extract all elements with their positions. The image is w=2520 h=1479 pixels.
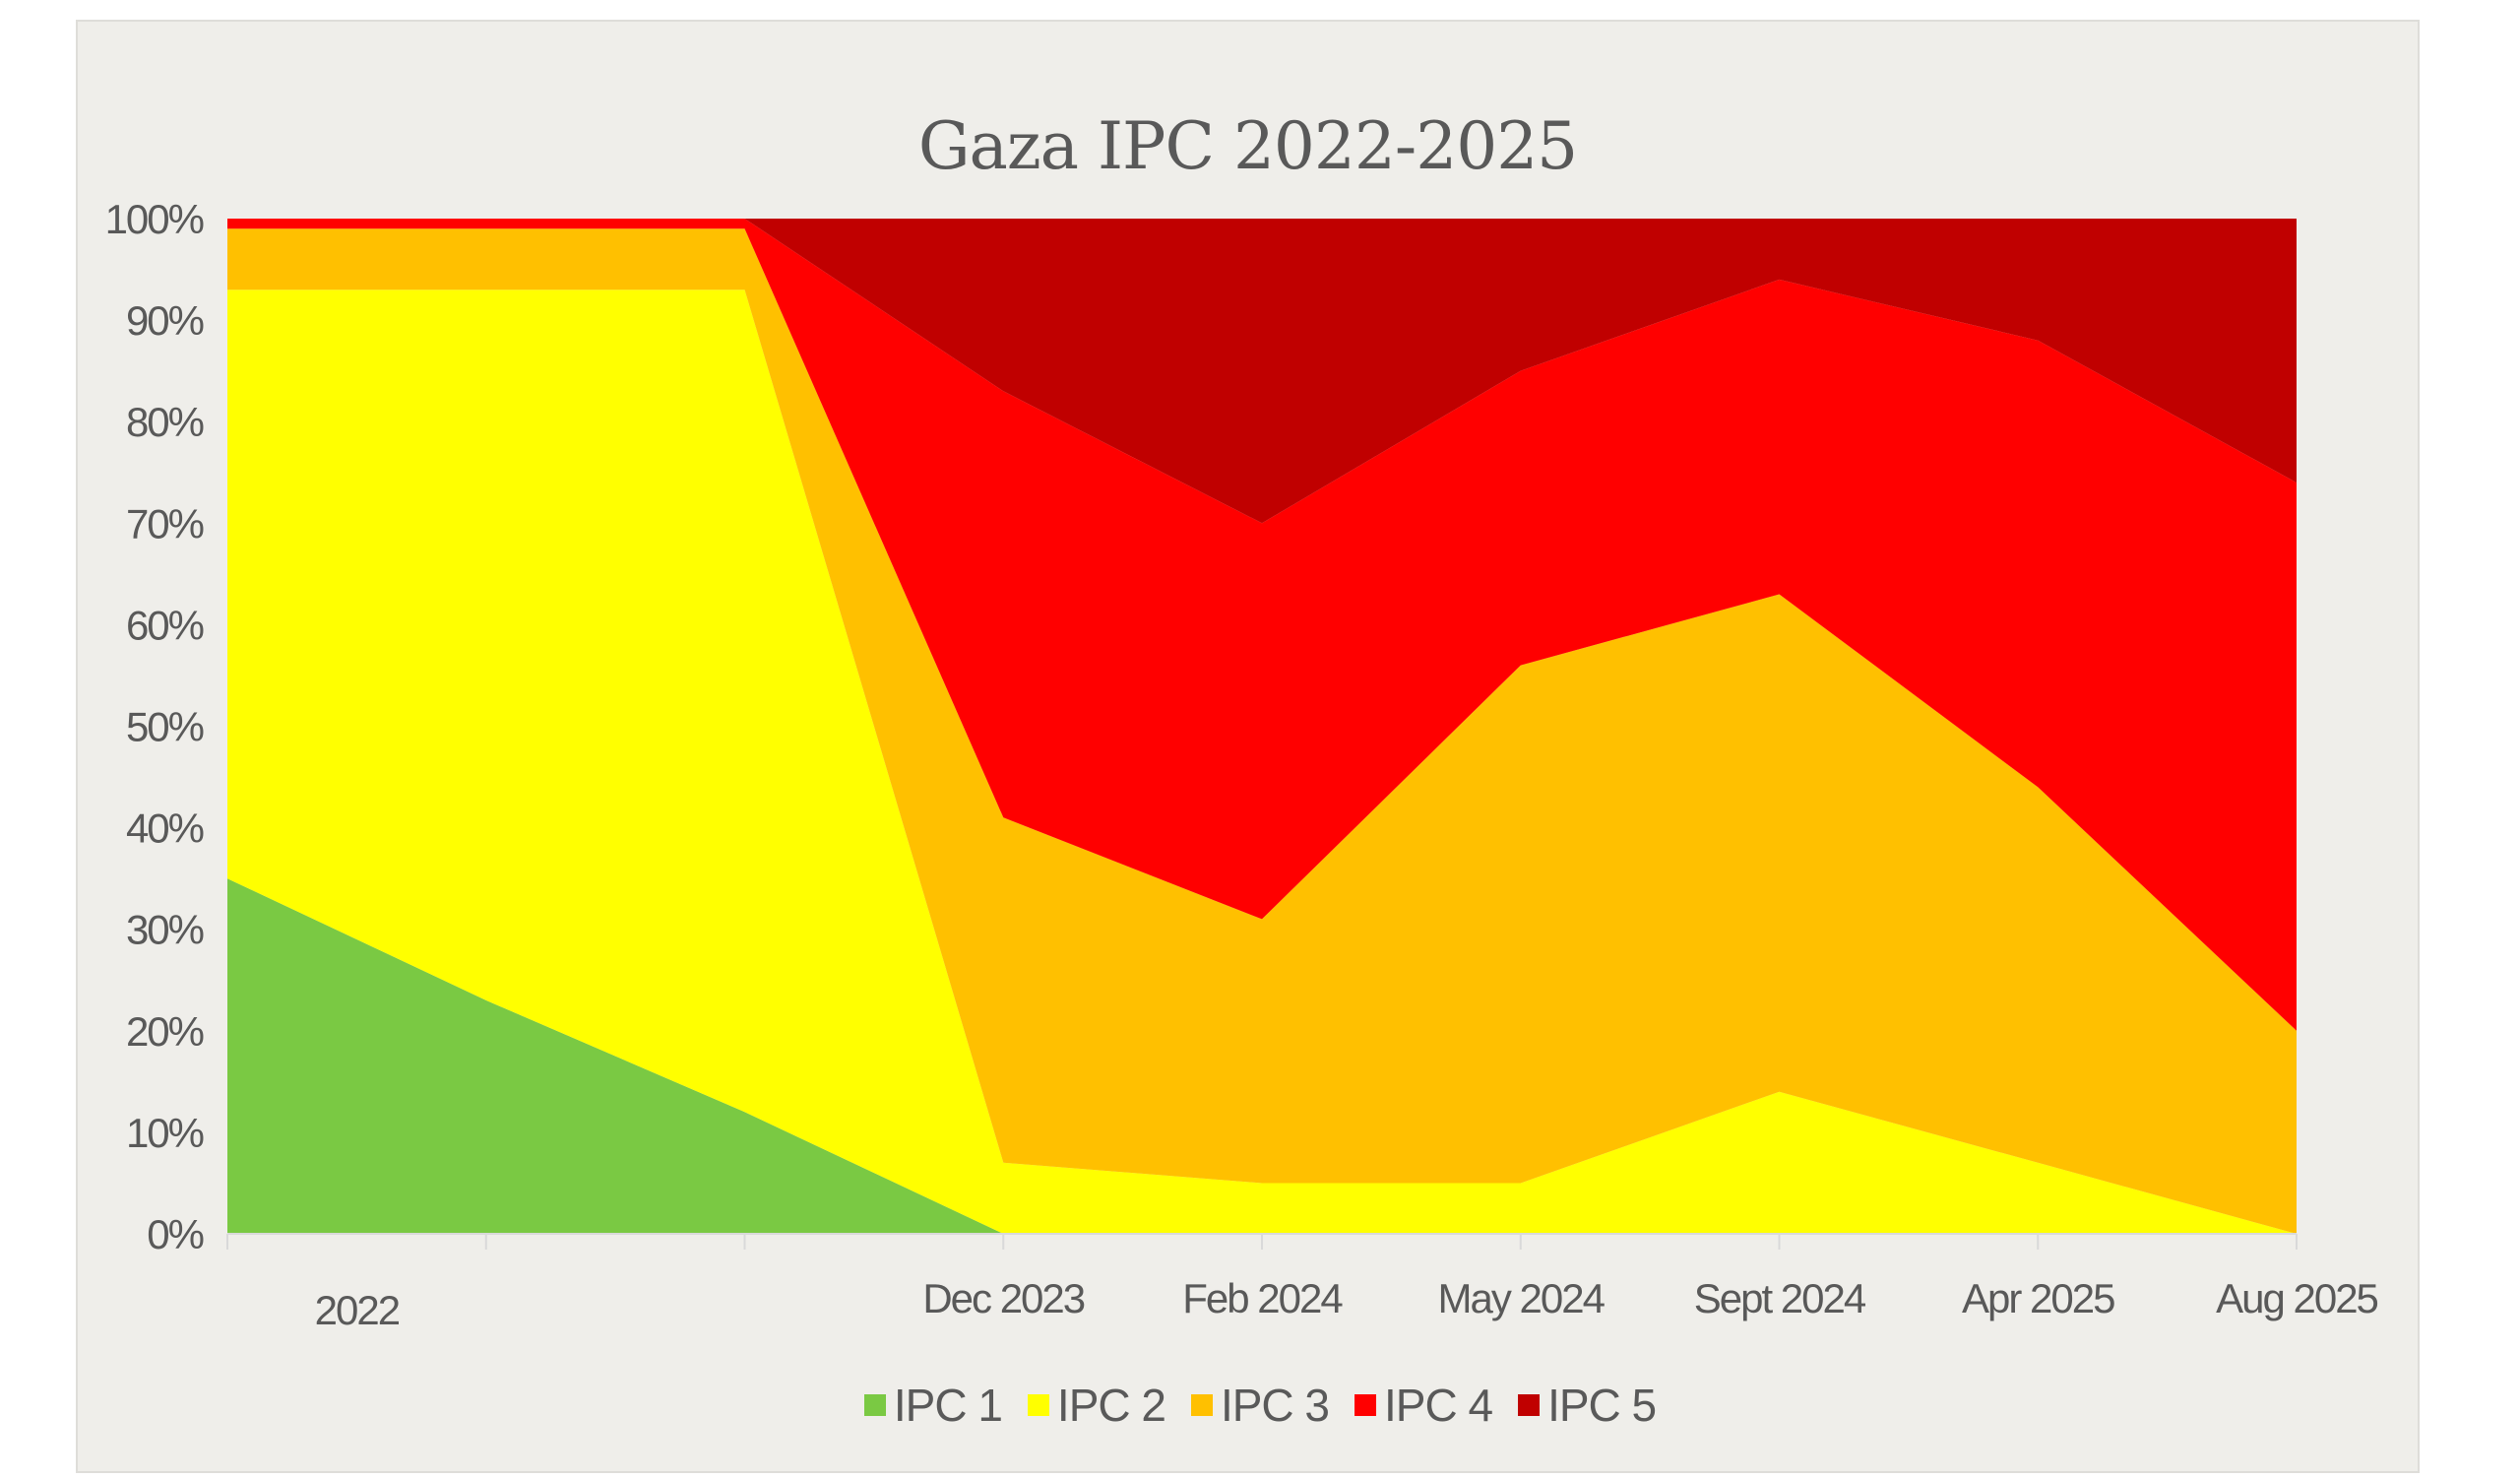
x-tick-label: 2022 <box>315 1287 400 1333</box>
y-tick-label: 30% <box>126 907 204 953</box>
y-tick-label: 50% <box>126 704 204 750</box>
chart-title: Gaza IPC 2022-2025 <box>917 108 1578 184</box>
legend-label: IPC 3 <box>1220 1380 1330 1431</box>
legend-swatch-icon <box>1190 1394 1213 1416</box>
x-tick-label: Sept 2024 <box>1694 1275 1866 1321</box>
y-tick-label: 80% <box>126 399 204 445</box>
legend-swatch-icon <box>1518 1394 1541 1416</box>
area-ipc1 <box>227 878 2297 1234</box>
y-tick-label: 40% <box>126 805 204 852</box>
legend-label: IPC 4 <box>1384 1380 1493 1431</box>
y-tick-label: 20% <box>126 1008 204 1055</box>
legend-label: IPC 5 <box>1547 1380 1657 1431</box>
y-tick-label: 100% <box>105 196 204 242</box>
area-ipc2 <box>227 289 2297 1234</box>
y-tick-label: 90% <box>126 297 204 344</box>
y-tick-label: 70% <box>126 500 204 547</box>
x-axis-labels: 2022 Dec 2023 Feb 2024 May 2024 Sept 2024 Apr… <box>315 1275 2380 1333</box>
legend-item-ipc3[interactable]: IPC 3 <box>1190 1379 1330 1432</box>
y-tick-label: 10% <box>126 1110 204 1156</box>
area-ipc3 <box>227 228 2297 1235</box>
x-tick-label: Dec 2023 <box>922 1275 1084 1321</box>
y-tick-label: 60% <box>126 602 204 648</box>
x-tick-label: Aug 2025 <box>2216 1275 2377 1321</box>
legend: IPC 1 IPC 2 IPC 3 IPC 4 IPC 5 <box>0 1379 2520 1432</box>
x-tick-label: Feb 2024 <box>1182 1275 1343 1321</box>
legend-label: IPC 1 <box>893 1380 1003 1431</box>
x-tick-label: May 2024 <box>1438 1275 1606 1321</box>
area-ipc4 <box>227 219 2297 1031</box>
legend-item-ipc5[interactable]: IPC 5 <box>1518 1379 1657 1432</box>
legend-item-ipc1[interactable]: IPC 1 <box>863 1379 1003 1432</box>
plot-area <box>227 219 2297 1235</box>
x-tick-label: Apr 2025 <box>1962 1275 2114 1321</box>
legend-swatch-icon <box>1354 1394 1377 1416</box>
legend-label: IPC 2 <box>1056 1380 1166 1431</box>
legend-item-ipc2[interactable]: IPC 2 <box>1027 1379 1166 1432</box>
axes <box>226 1233 2298 1250</box>
area-ipc5 <box>227 219 2297 524</box>
y-axis-labels: 0% 10% 20% 30% 40% 50% 60% 70% 80% 90% 100% <box>105 196 206 1257</box>
legend-swatch-icon <box>863 1394 886 1416</box>
legend-swatch-icon <box>1027 1394 1049 1416</box>
legend-item-ipc4[interactable]: IPC 4 <box>1354 1379 1493 1432</box>
y-tick-label: 0% <box>147 1211 203 1257</box>
